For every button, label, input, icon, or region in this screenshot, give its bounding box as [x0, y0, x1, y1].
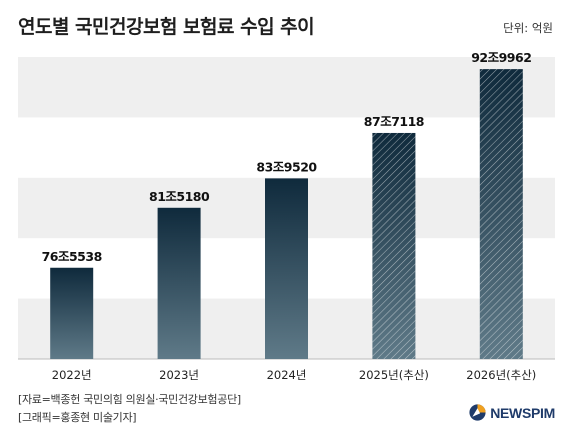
category-label-2: 2023년: [159, 368, 199, 382]
grid-band: [18, 57, 555, 118]
bar-hatch-5: [479, 69, 523, 359]
value-label-2: 81조5180: [149, 189, 210, 204]
category-label-5: 2026년(추산): [466, 368, 536, 382]
chart-title: 연도별 국민건강보험 보험료 수입 추이: [18, 16, 315, 38]
bar-1: [50, 267, 94, 359]
value-label-3: 83조9520: [256, 159, 317, 174]
source-note: [자료=백종헌 국민의힘 의원실·국민건강보험공단]: [18, 393, 241, 406]
value-label-5: 92조9962: [471, 50, 531, 65]
bar-3: [265, 178, 308, 359]
newspim-logo-icon: [469, 404, 486, 421]
category-label-1: 2022년: [52, 368, 92, 382]
bars-group: 76조5538 2022년 81조5180 2023년 83조9520 2024년 87조7…: [42, 50, 537, 382]
category-label-4: 2025년(추산): [359, 368, 429, 382]
category-label-3: 2024년: [267, 368, 307, 382]
bar-2: [157, 207, 201, 359]
value-label-4: 87조7118: [364, 114, 424, 129]
graphic-credit: [그래픽=홍종현 미술기자]: [18, 411, 137, 424]
logo-text: NEWSPIM: [490, 404, 555, 421]
value-label-1: 76조5538: [42, 249, 102, 264]
bar-hatch-4: [372, 132, 416, 359]
unit-label: 단위: 억원: [503, 21, 553, 35]
newspim-logo: NEWSPIM: [469, 404, 555, 421]
